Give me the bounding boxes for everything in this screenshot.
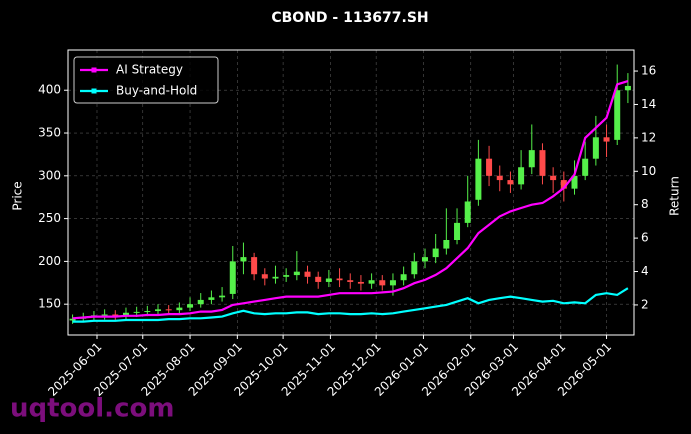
candle-body (443, 240, 450, 249)
legend-marker (91, 88, 97, 94)
watermark: uqtool.com (10, 394, 174, 424)
y2-tick-label: 6 (641, 231, 649, 245)
y2-tick-label: 8 (641, 197, 649, 211)
y2-tick-label: 4 (641, 264, 649, 278)
candle-body (603, 137, 610, 142)
legend-box (73, 56, 219, 104)
candle-body (336, 278, 343, 281)
candle-body (368, 280, 375, 284)
candle-body (411, 261, 418, 275)
candle-body (357, 281, 364, 284)
candle-body (155, 309, 162, 312)
candle-body (101, 314, 108, 316)
candle-body (400, 274, 407, 281)
candle-body (144, 311, 151, 313)
y2-tick-label: 12 (641, 130, 656, 144)
candle-body (560, 180, 567, 189)
candle-body (197, 299, 204, 305)
candle-body (315, 276, 322, 282)
candle-body (347, 280, 354, 282)
chart-title: CBOND - 113677.SH (271, 10, 428, 26)
candle-body (293, 271, 300, 276)
candle-body (486, 158, 493, 176)
candle-body (592, 137, 599, 159)
legend-label: AI Strategy (116, 63, 183, 77)
candle-body (571, 175, 578, 189)
candle-body (283, 275, 290, 277)
legend-marker (91, 67, 97, 73)
plot-frame (67, 49, 635, 336)
candle-body (187, 304, 194, 308)
candle-body (624, 85, 631, 91)
candle-body (507, 180, 514, 185)
y-tick-label: 350 (38, 126, 61, 140)
y-tick-label: 150 (38, 297, 61, 311)
y-tick-label: 300 (38, 168, 61, 182)
candle-body (272, 276, 279, 279)
candle-body (304, 271, 311, 277)
y-tick-label: 250 (38, 211, 61, 225)
candle-body (614, 90, 621, 140)
candle-body (475, 158, 482, 200)
candle-body (229, 261, 236, 294)
candle-body (421, 257, 428, 262)
candle-body (464, 201, 471, 223)
y2-tick-label: 10 (641, 164, 656, 178)
y2-tick-label: 14 (641, 97, 656, 111)
candle-body (389, 280, 396, 286)
candle-body (122, 312, 129, 317)
candle-body (379, 280, 386, 286)
candle-body (496, 175, 503, 181)
candle-body (454, 222, 461, 240)
legend-label: Buy-and-Hold (116, 84, 197, 98)
candle-body (518, 167, 525, 185)
candle-body (582, 158, 589, 176)
candle-body (112, 314, 119, 317)
candle-body (251, 257, 258, 275)
y2-tick-label: 2 (641, 297, 649, 311)
candle-body (325, 278, 332, 282)
candle-body (176, 307, 183, 311)
candle-body (432, 248, 439, 258)
candle-body (550, 175, 557, 181)
candle-body (240, 257, 247, 262)
candle-body (165, 309, 172, 311)
y-axis-label: Price (11, 181, 25, 210)
y-tick-label: 400 (38, 83, 61, 97)
y-tick-label: 200 (38, 254, 61, 268)
candle-body (219, 295, 226, 298)
candle-body (539, 150, 546, 176)
candle-body (133, 311, 140, 313)
candle-body (69, 318, 76, 321)
return-line (72, 80, 629, 320)
return-line (72, 287, 629, 323)
candle-body (208, 297, 215, 300)
y2-axis-label: Return (668, 176, 682, 216)
y2-tick-label: 16 (641, 64, 656, 78)
candle-body (261, 274, 268, 279)
candle-body (528, 150, 535, 168)
